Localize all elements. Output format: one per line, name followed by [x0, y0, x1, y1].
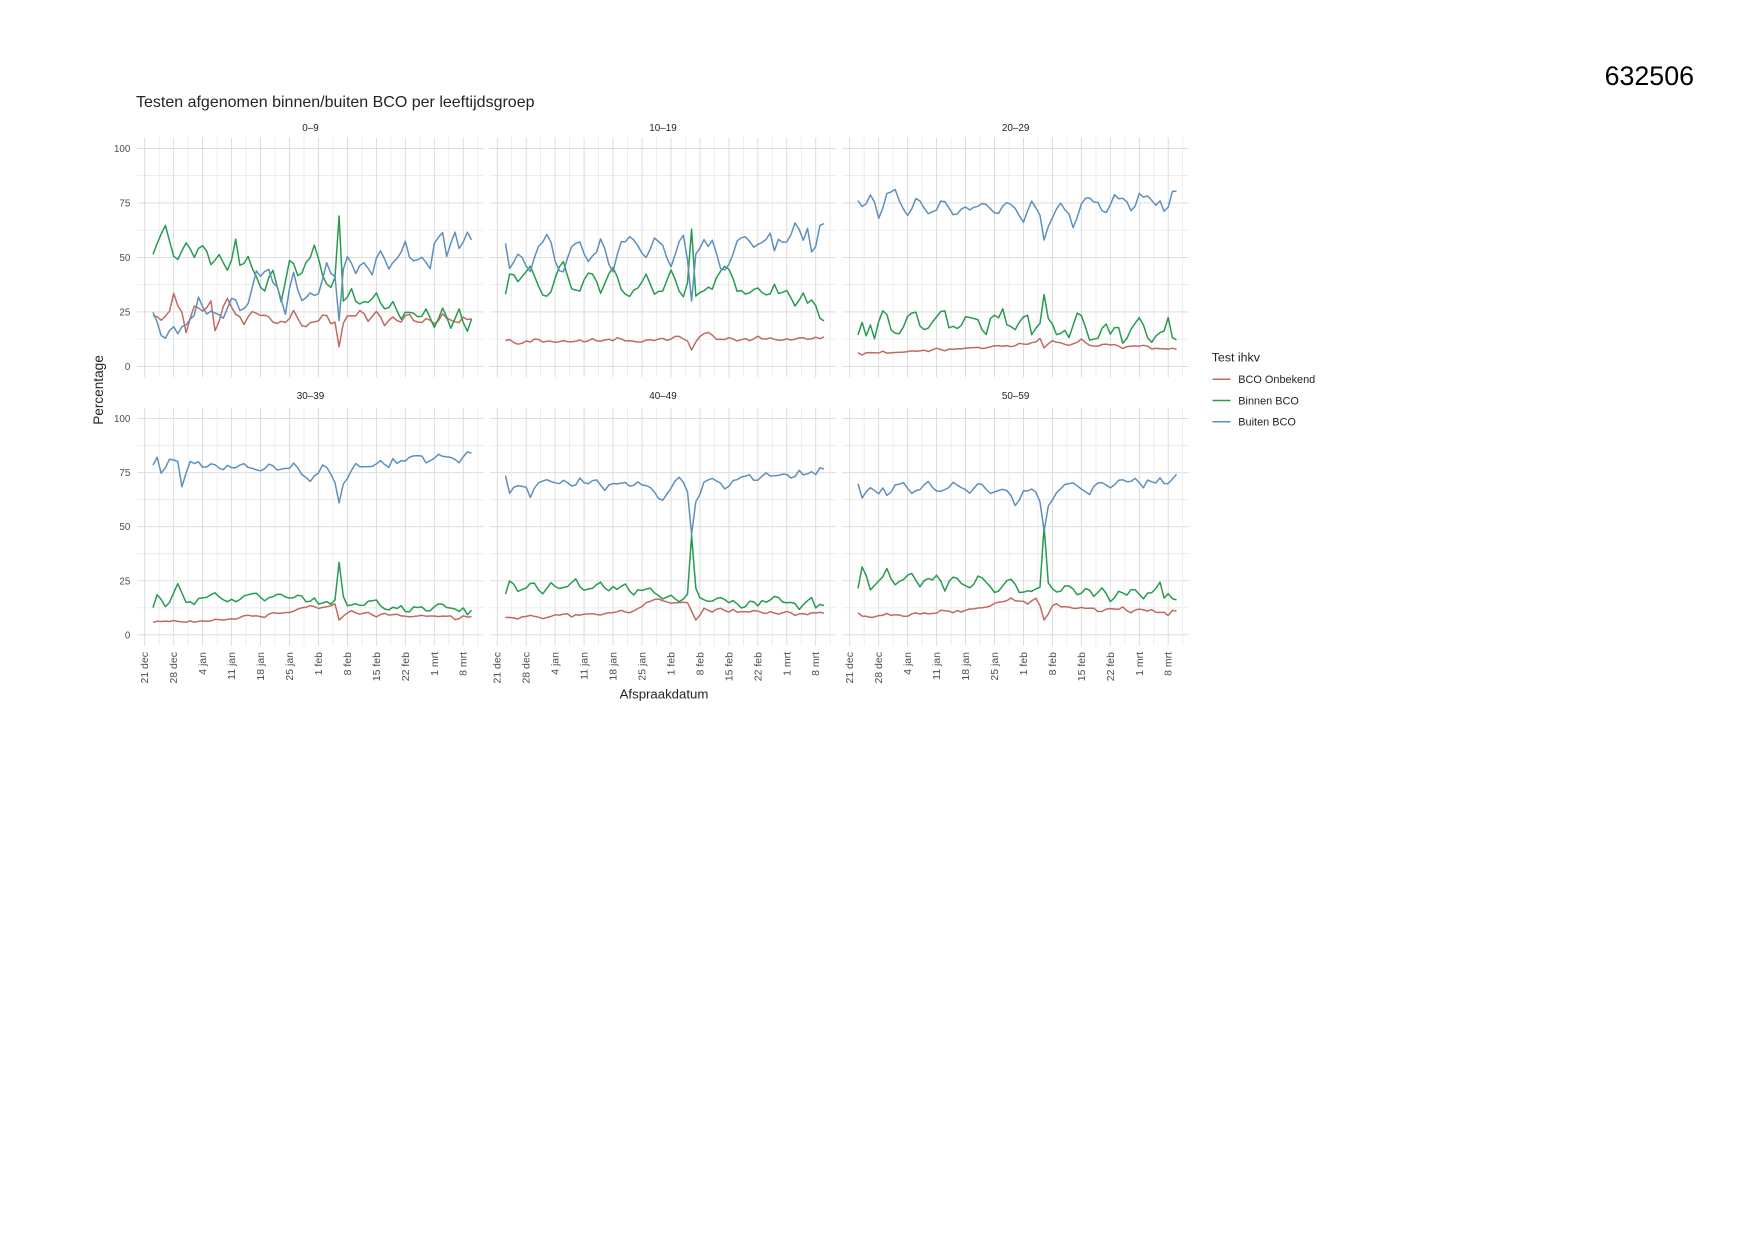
svg-text:15 feb: 15 feb — [723, 652, 735, 681]
svg-text:21 dec: 21 dec — [139, 652, 151, 684]
svg-text:11 jan: 11 jan — [226, 652, 238, 680]
svg-text:20–29: 20–29 — [1002, 123, 1030, 134]
svg-text:25: 25 — [119, 307, 130, 318]
svg-text:Percentage: Percentage — [91, 355, 106, 425]
svg-text:632506: 632506 — [1605, 61, 1694, 91]
svg-text:1 feb: 1 feb — [313, 652, 325, 676]
svg-text:Binnen BCO: Binnen BCO — [1238, 395, 1299, 407]
svg-text:30–39: 30–39 — [297, 391, 325, 402]
svg-text:Testen afgenomen binnen/buiten: Testen afgenomen binnen/buiten BCO per l… — [136, 94, 535, 111]
svg-text:100: 100 — [114, 414, 131, 425]
svg-text:75: 75 — [119, 198, 130, 209]
svg-text:15 feb: 15 feb — [371, 652, 383, 681]
svg-text:75: 75 — [119, 468, 130, 479]
svg-text:Test ihkv: Test ihkv — [1212, 351, 1261, 365]
svg-text:0: 0 — [125, 630, 131, 641]
svg-text:8 feb: 8 feb — [1047, 652, 1059, 676]
svg-text:10–19: 10–19 — [649, 123, 677, 134]
svg-text:25 jan: 25 jan — [284, 652, 296, 681]
svg-text:28 dec: 28 dec — [521, 652, 533, 684]
svg-text:4 jan: 4 jan — [197, 652, 209, 675]
svg-text:21 dec: 21 dec — [844, 652, 856, 684]
svg-text:21 dec: 21 dec — [492, 652, 504, 684]
svg-text:22 feb: 22 feb — [752, 652, 764, 681]
svg-text:25 jan: 25 jan — [989, 652, 1001, 681]
svg-text:BCO Onbekend: BCO Onbekend — [1238, 374, 1315, 386]
svg-text:22 feb: 22 feb — [1105, 652, 1117, 681]
svg-text:50–59: 50–59 — [1002, 391, 1030, 402]
svg-text:8 feb: 8 feb — [342, 652, 354, 676]
svg-text:28 dec: 28 dec — [873, 652, 885, 684]
svg-text:Afspraakdatum: Afspraakdatum — [620, 687, 709, 702]
svg-text:1 feb: 1 feb — [666, 652, 678, 676]
svg-text:4 jan: 4 jan — [550, 652, 562, 675]
svg-text:18 jan: 18 jan — [255, 652, 267, 681]
svg-text:4 jan: 4 jan — [902, 652, 914, 675]
svg-text:8 feb: 8 feb — [694, 652, 706, 676]
svg-text:18 jan: 18 jan — [960, 652, 972, 681]
svg-text:22 feb: 22 feb — [400, 652, 412, 681]
svg-text:0: 0 — [125, 362, 131, 373]
svg-text:1 mrt: 1 mrt — [1134, 652, 1146, 676]
svg-text:40–49: 40–49 — [649, 391, 677, 402]
svg-text:0–9: 0–9 — [302, 123, 319, 134]
svg-text:1 feb: 1 feb — [1018, 652, 1030, 676]
svg-text:1 mrt: 1 mrt — [781, 652, 793, 676]
svg-text:15 feb: 15 feb — [1076, 652, 1088, 681]
svg-text:8 mrt: 8 mrt — [1163, 652, 1175, 676]
svg-text:11 jan: 11 jan — [931, 652, 943, 680]
svg-text:50: 50 — [119, 253, 130, 264]
svg-text:50: 50 — [119, 522, 130, 533]
svg-text:11 jan: 11 jan — [579, 652, 591, 680]
svg-text:25: 25 — [119, 576, 130, 587]
svg-text:18 jan: 18 jan — [608, 652, 620, 681]
svg-text:1 mrt: 1 mrt — [429, 652, 441, 676]
svg-text:25 jan: 25 jan — [637, 652, 649, 681]
svg-text:8 mrt: 8 mrt — [810, 652, 822, 676]
svg-text:Buiten BCO: Buiten BCO — [1238, 417, 1296, 429]
svg-text:8 mrt: 8 mrt — [458, 652, 470, 676]
svg-text:100: 100 — [114, 144, 131, 155]
svg-text:28 dec: 28 dec — [168, 652, 180, 684]
